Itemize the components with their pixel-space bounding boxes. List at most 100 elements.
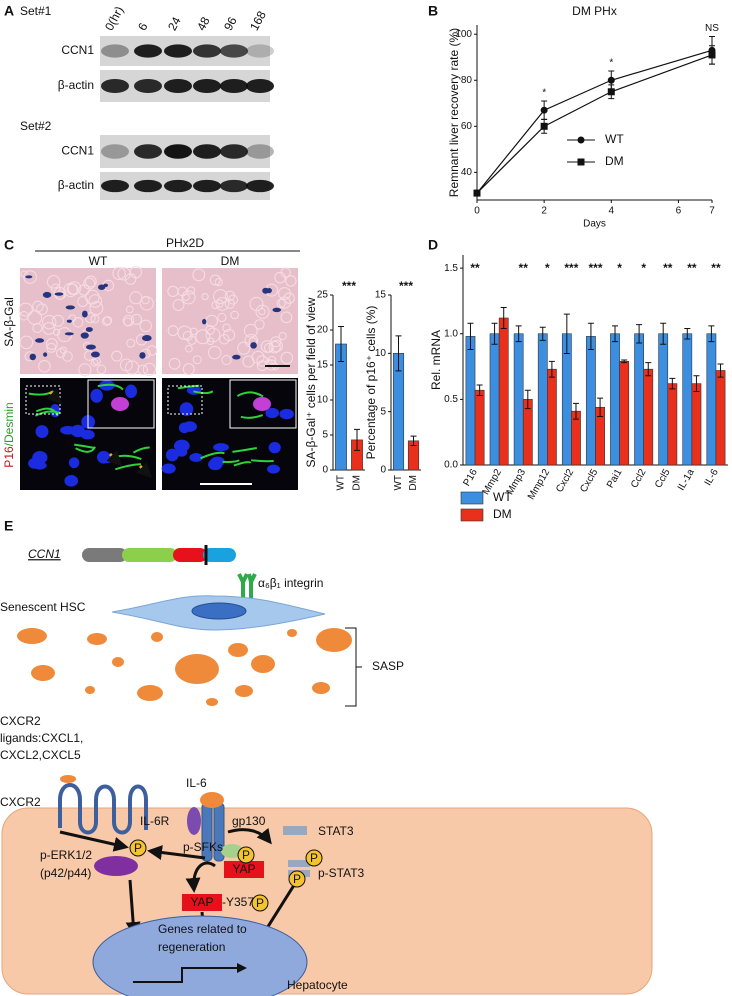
cell-texture [278, 287, 291, 300]
sasp-factor [137, 685, 163, 701]
desmin-fiber [236, 391, 264, 398]
x-tick-label: IL-1a [676, 467, 697, 493]
integrin [237, 573, 257, 598]
y-tick-label: 1.5 [444, 263, 458, 274]
cell-texture [267, 355, 277, 365]
cell-texture [213, 289, 228, 304]
cell-texture [182, 363, 195, 376]
bar [706, 333, 717, 466]
x-tick-label: DM [408, 475, 419, 491]
cell-texture [46, 342, 57, 353]
arrow [125, 879, 141, 937]
cell-texture [38, 359, 51, 373]
cell-texture [230, 310, 239, 320]
sasp-factor [31, 665, 55, 681]
ligand-label: CXCL2,CXCL5 [0, 748, 81, 762]
band [164, 144, 192, 159]
cell-texture [205, 325, 215, 335]
y-tick-label: 60 [461, 121, 473, 132]
cell-texture [260, 340, 274, 353]
cell-texture [142, 362, 156, 377]
legend-label: WT [493, 490, 512, 504]
phospho [251, 894, 269, 912]
x-tick-label: Ccl5 [653, 467, 673, 490]
significance: * [542, 88, 546, 99]
cell-texture [172, 299, 185, 311]
nucleus [161, 463, 176, 474]
panel-label: D [428, 237, 438, 253]
timepoint-label: 48 [194, 14, 213, 33]
significance: *** [588, 261, 602, 275]
stain-spot [35, 338, 45, 343]
sasp-factor [206, 698, 218, 706]
cell-texture [207, 345, 222, 360]
band [101, 144, 129, 159]
y-tick-label: 40 [461, 167, 473, 178]
band [246, 144, 274, 159]
nucleus [96, 450, 111, 464]
significance: *** [399, 279, 413, 293]
stain-spot [43, 352, 48, 357]
cell-texture [84, 275, 97, 288]
x-tick-label: 2 [541, 206, 547, 217]
y-axis-label: Remnant liver recovery rate (%) [447, 28, 461, 197]
error-bar [338, 326, 344, 362]
arrow [147, 845, 206, 860]
cell-texture [89, 301, 104, 316]
marker [540, 122, 548, 130]
y-tick-label: 5 [322, 430, 328, 441]
cell-nucleus [191, 602, 247, 620]
arrow [59, 830, 129, 852]
marker [708, 51, 716, 59]
cell-texture [19, 335, 34, 350]
sasp-factor [312, 682, 330, 694]
error-bar [515, 325, 522, 343]
desmin-fiber [232, 447, 257, 453]
band [220, 179, 248, 193]
arrow [185, 861, 216, 893]
desmin-fiber [132, 446, 150, 454]
bar [335, 343, 347, 471]
cell-texture [181, 290, 196, 305]
cell-texture [103, 316, 113, 325]
cell-texture [221, 355, 232, 366]
desmin-fiber [233, 461, 252, 467]
sfk [221, 844, 243, 858]
error-bar [636, 324, 643, 344]
stain-spot [142, 335, 152, 342]
cell-texture [201, 292, 209, 301]
cell-texture [45, 338, 58, 350]
error-bar [645, 362, 652, 377]
band [134, 144, 162, 159]
yap-label: YAP [232, 862, 255, 876]
cell-texture [237, 341, 251, 355]
marker [607, 88, 615, 96]
pstat3 [288, 860, 310, 867]
band [246, 78, 274, 94]
x-tick-label: Cxcl5 [578, 467, 600, 495]
cell-texture [228, 294, 239, 305]
cell-texture [146, 345, 158, 356]
micrograph [162, 268, 298, 374]
cell-texture [217, 312, 227, 323]
x-axis-label: Days [583, 219, 606, 230]
cell-texture [167, 325, 179, 337]
band [134, 78, 162, 94]
sfk-label: p-SFKs [183, 840, 223, 854]
desmin-fiber [34, 410, 61, 417]
band [164, 78, 192, 94]
desmin-fiber [75, 446, 96, 453]
timepoint-label: 24 [165, 14, 184, 33]
domain [203, 548, 236, 562]
cell-texture [256, 355, 268, 367]
nucleus [125, 384, 138, 398]
cell-texture [255, 304, 270, 319]
sasp-factor [87, 633, 107, 645]
domain [82, 548, 127, 562]
bar [474, 389, 485, 466]
nucleus-label: regeneration [158, 940, 225, 954]
stain-spot [103, 283, 109, 288]
sasp-factor [17, 628, 47, 644]
error-bar [524, 389, 531, 410]
